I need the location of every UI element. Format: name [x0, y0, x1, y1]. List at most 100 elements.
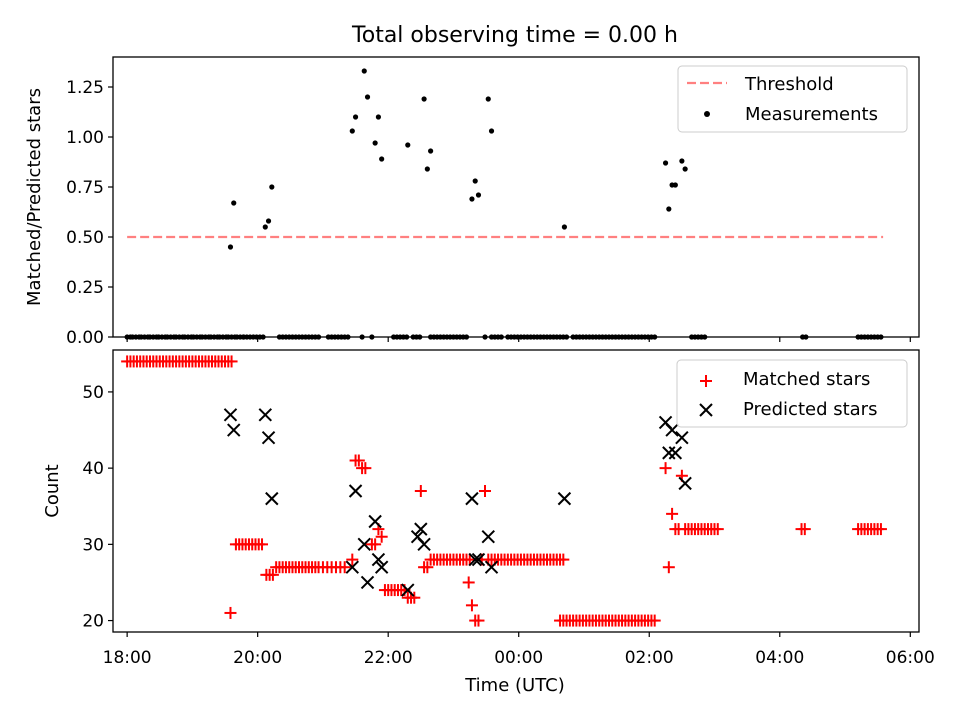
- matched-star-point: [659, 462, 672, 475]
- predicted-star-point: [417, 537, 431, 552]
- predicted-star-point: [465, 491, 479, 506]
- measurement-point: [682, 166, 688, 172]
- matched-star-point: [465, 599, 478, 612]
- measurement-point: [352, 114, 359, 120]
- count-x-ticks: 18:00 20:00 22:00 00:00 02:00 04:00 06:00: [103, 632, 935, 668]
- predicted-star-point: [227, 423, 241, 437]
- matched-star-point: [414, 485, 427, 497]
- x-tick-label: 22:00: [364, 648, 413, 668]
- measurement-point: [662, 160, 669, 166]
- legend-predicted-label: Predicted stars: [743, 399, 877, 420]
- predicted-star-point: [557, 491, 572, 506]
- predicted-star-point: [368, 514, 382, 529]
- legend-threshold-label: Threshold: [744, 74, 834, 95]
- x-tick-label: 04:00: [755, 648, 804, 668]
- matched-star-point: [472, 614, 485, 627]
- ratio-plot-frame: [112, 56, 920, 338]
- predicted-star-point: [678, 476, 692, 491]
- measurement-point: [475, 192, 482, 198]
- predicted-star-point: [265, 491, 279, 506]
- measurement-point: [561, 224, 568, 230]
- matched-star-point: [662, 561, 675, 574]
- predicted-star-point: [662, 446, 676, 460]
- x-tick-label: 00:00: [494, 648, 543, 668]
- measurement-point: [375, 114, 382, 120]
- measurement-point: [488, 128, 495, 134]
- measurement-point: [265, 218, 272, 224]
- predicted-star-point: [481, 530, 495, 544]
- matched-star-point: [666, 507, 679, 520]
- measurement-point: [364, 94, 371, 100]
- chart-title: Total observing time = 0.00 h: [351, 23, 678, 48]
- matched-star-point: [711, 523, 724, 536]
- x-tick-label: 18:00: [103, 648, 152, 668]
- count-plot-frame: [112, 349, 920, 633]
- matched-star-point: [225, 355, 238, 368]
- matched-star-point: [648, 614, 661, 627]
- predicted-star-point: [675, 430, 689, 445]
- y-tick-label: 20: [82, 612, 104, 632]
- y-tick-label: 50: [82, 383, 104, 403]
- matched-star-point: [874, 523, 887, 536]
- legend-measurements-swatch: [704, 111, 710, 117]
- x-tick-label: 20:00: [233, 648, 282, 668]
- measurement-point: [424, 166, 430, 172]
- count-y-ticks: 20 30 40 50: [82, 383, 113, 632]
- measurement-point: [672, 182, 678, 188]
- predicted-star-point: [374, 560, 389, 574]
- matched-star-point: [352, 454, 365, 467]
- count-x-axis-label: Time (UTC): [464, 675, 565, 696]
- predicted-star-point: [468, 552, 482, 567]
- measurement-point: [269, 184, 275, 190]
- y-tick-label: 40: [82, 459, 104, 479]
- matched-star-point: [375, 530, 388, 543]
- matched-star-point: [369, 538, 382, 551]
- x-tick-label: 02:00: [625, 648, 674, 668]
- measurement-point: [666, 206, 672, 212]
- matched-star-point: [256, 538, 269, 551]
- ratio-y-axis-label: Matched/Predicted stars: [24, 88, 45, 306]
- matched-star-point: [462, 576, 475, 589]
- legend-matched-swatch: [700, 375, 712, 387]
- predicted-star-point: [401, 583, 415, 597]
- measurement-point: [679, 158, 685, 164]
- legend-predicted-swatch: [699, 403, 713, 417]
- predicted-star-point: [371, 552, 386, 567]
- predicted-star-point: [345, 560, 360, 574]
- legend-measurements-label: Measurements: [745, 104, 878, 125]
- measurement-point: [405, 142, 411, 148]
- predicted-star-point: [484, 560, 499, 574]
- ratio-x-ticks: [126, 337, 911, 342]
- predicted-star-point: [665, 423, 679, 437]
- count-y-axis-label: Count: [42, 464, 63, 517]
- measurement-point: [469, 196, 475, 202]
- measurement-point: [421, 96, 427, 102]
- y-tick-label: 0.00: [66, 328, 104, 348]
- ratio-y-ticks: 0.00 0.25 0.50 0.75 1.00 1.25: [66, 78, 113, 348]
- y-tick-label: 1.25: [66, 78, 104, 98]
- predicted-star-point: [258, 408, 272, 422]
- ratio-legend: Threshold Measurements: [677, 65, 908, 133]
- measurement-point: [428, 148, 434, 154]
- predicted-star-point: [223, 408, 238, 422]
- matched-star-point: [224, 606, 237, 619]
- predicted-star-point: [471, 552, 486, 567]
- matched-star-point: [479, 485, 491, 497]
- measurement-point: [472, 178, 478, 184]
- matched-star-point: [798, 523, 811, 536]
- x-tick-label: 06:00: [886, 648, 935, 668]
- y-tick-label: 0.50: [66, 228, 104, 248]
- measurement-point: [361, 68, 367, 74]
- count-plot: [121, 355, 887, 627]
- measurement-point: [227, 244, 234, 250]
- predicted-star-point: [261, 430, 276, 445]
- count-legend: Matched stars Predicted stars: [676, 359, 908, 428]
- predicted-star-point: [348, 484, 363, 498]
- matched-star-point: [408, 591, 421, 604]
- y-tick-label: 1.00: [66, 128, 104, 148]
- measurement-point: [231, 200, 237, 206]
- matched-star-point: [463, 553, 476, 566]
- measurement-point: [372, 140, 378, 146]
- measurement-point: [485, 96, 491, 102]
